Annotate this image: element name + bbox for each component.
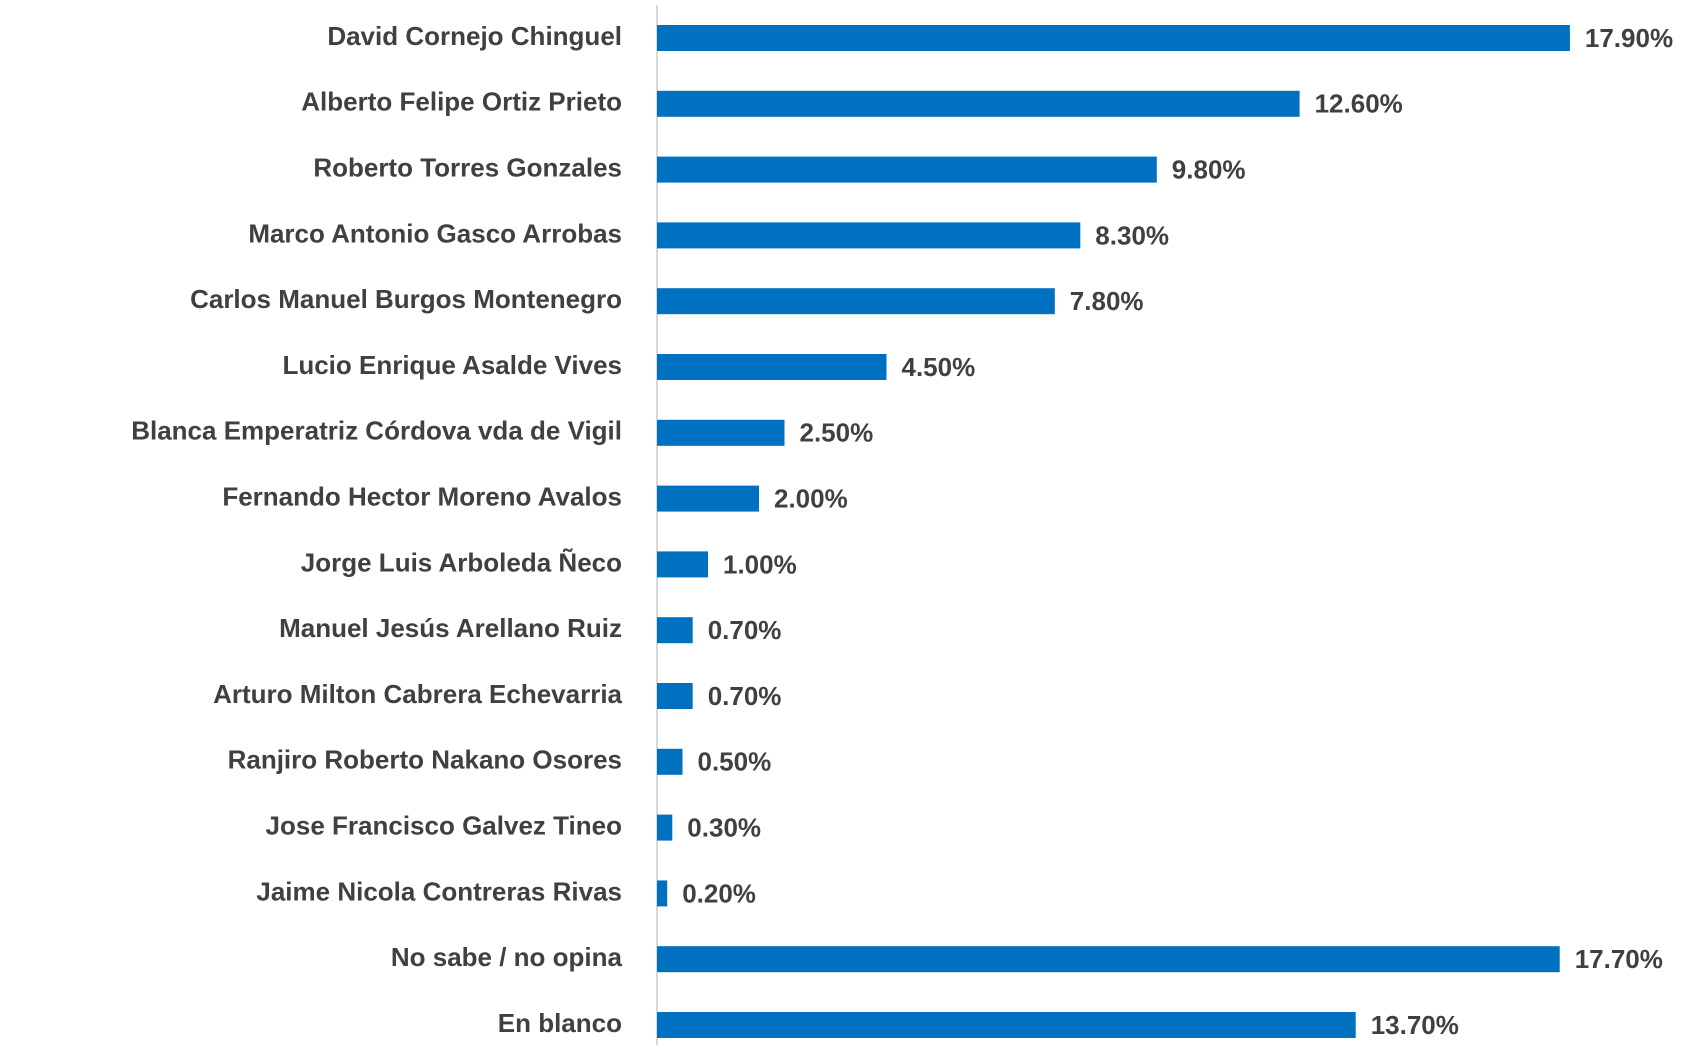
category-label: Roberto Torres Gonzales: [313, 152, 622, 182]
bar: [657, 288, 1055, 315]
category-label: Blanca Emperatriz Córdova vda de Vigil: [131, 416, 622, 446]
category-label: Fernando Hector Moreno Avalos: [222, 481, 622, 511]
value-label: 7.80%: [1070, 286, 1144, 316]
category-label: Lucio Enrique Asalde Vives: [282, 350, 622, 380]
bar: [657, 748, 683, 775]
category-label: Ranjiro Roberto Nakano Osores: [228, 745, 622, 775]
value-label: 0.70%: [708, 681, 782, 711]
bar: [657, 683, 693, 709]
category-label: No sabe / no opina: [391, 942, 623, 972]
bar: [657, 946, 1560, 973]
category-label: Jose Francisco Galvez Tineo: [266, 810, 622, 840]
value-label: 12.60%: [1315, 89, 1403, 119]
value-label: 0.30%: [687, 812, 761, 842]
value-label: 0.70%: [708, 615, 782, 645]
value-label: 0.20%: [682, 878, 756, 908]
value-label: 0.50%: [698, 747, 772, 777]
bar: [657, 354, 887, 380]
value-label: 4.50%: [902, 352, 976, 382]
value-label: 2.50%: [800, 418, 874, 448]
bar: [657, 1012, 1356, 1038]
category-label: En blanco: [498, 1008, 622, 1038]
category-label: Jaime Nicola Contreras Rivas: [256, 876, 622, 906]
category-label: Arturo Milton Cabrera Echevarria: [213, 679, 622, 709]
bar: [657, 814, 673, 841]
bar: [657, 551, 708, 578]
value-label: 8.30%: [1095, 220, 1169, 250]
category-label: Manuel Jesús Arellano Ruiz: [279, 613, 622, 643]
category-label: Alberto Felipe Ortiz Prieto: [301, 87, 622, 117]
value-label: 13.70%: [1371, 1010, 1459, 1040]
bar: [657, 419, 785, 446]
bar: [657, 617, 693, 644]
category-label: Jorge Luis Arboleda Ñeco: [301, 547, 622, 577]
bar: [657, 485, 759, 512]
bar: [657, 222, 1081, 249]
category-label: Carlos Manuel Burgos Montenegro: [190, 284, 622, 314]
value-label: 2.00%: [774, 483, 848, 513]
value-label: 17.70%: [1575, 944, 1663, 974]
bar: [657, 156, 1157, 183]
category-label: Marco Antonio Gasco Arrobas: [248, 218, 622, 248]
value-label: 9.80%: [1172, 154, 1246, 184]
bar: [657, 25, 1570, 51]
value-label: 17.90%: [1585, 23, 1673, 53]
value-label: 1.00%: [723, 549, 797, 579]
bar: [657, 90, 1300, 117]
category-label: David Cornejo Chinguel: [327, 21, 622, 51]
bar: [657, 880, 668, 907]
